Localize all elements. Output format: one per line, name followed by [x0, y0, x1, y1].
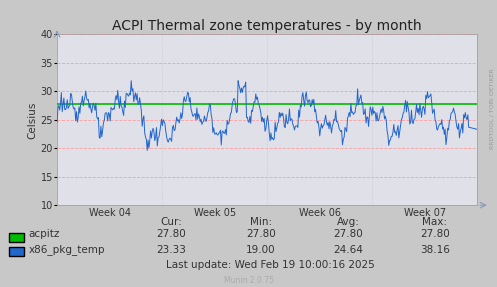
Text: 19.00: 19.00 — [246, 245, 276, 255]
Text: 38.16: 38.16 — [420, 245, 450, 255]
Text: RRDTOOL / TOBI OETIKER: RRDTOOL / TOBI OETIKER — [490, 69, 495, 150]
Text: Min:: Min: — [250, 217, 272, 227]
Text: Avg:: Avg: — [336, 217, 359, 227]
Text: acpitz: acpitz — [28, 229, 60, 239]
Text: 23.33: 23.33 — [157, 245, 186, 255]
Text: 27.80: 27.80 — [420, 229, 450, 239]
Y-axis label: Celsius: Celsius — [28, 101, 38, 139]
Text: Cur:: Cur: — [161, 217, 182, 227]
Text: 27.80: 27.80 — [333, 229, 363, 239]
Text: Max:: Max: — [422, 217, 447, 227]
Text: 27.80: 27.80 — [246, 229, 276, 239]
Text: x86_pkg_temp: x86_pkg_temp — [28, 244, 105, 255]
Text: 27.80: 27.80 — [157, 229, 186, 239]
Title: ACPI Thermal zone temperatures - by month: ACPI Thermal zone temperatures - by mont… — [112, 19, 422, 33]
Text: 24.64: 24.64 — [333, 245, 363, 255]
Text: Last update: Wed Feb 19 10:00:16 2025: Last update: Wed Feb 19 10:00:16 2025 — [166, 261, 375, 270]
Text: Munin 2.0.75: Munin 2.0.75 — [224, 276, 273, 285]
